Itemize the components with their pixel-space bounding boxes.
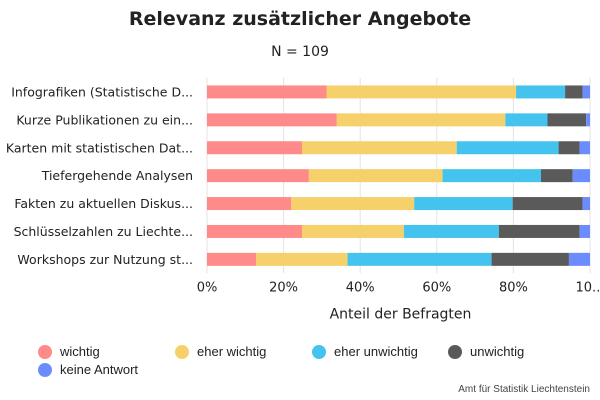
legend-label: eher unwichtig xyxy=(334,344,418,359)
category-label: Schlüsselzahlen zu Liechte... xyxy=(14,224,193,239)
x-tick-label: 0% xyxy=(197,280,218,295)
x-tick-label: 60% xyxy=(422,280,451,295)
legend-label: wichtig xyxy=(60,344,100,359)
bar-segment xyxy=(579,141,590,155)
bar-segment xyxy=(301,141,457,155)
category-label: Fakten zu aktuellen Diskus... xyxy=(14,196,193,211)
legend-dot-icon xyxy=(38,344,52,359)
bar-segment xyxy=(207,113,337,127)
bar-segment xyxy=(512,197,583,211)
bar-segment xyxy=(301,224,404,238)
bar-segment xyxy=(579,224,590,238)
bar-segment xyxy=(491,252,569,266)
legend-dot-icon xyxy=(448,344,462,359)
bar-segment xyxy=(516,85,566,99)
bar-segment xyxy=(291,197,415,211)
bar-segment xyxy=(565,85,583,99)
bar-segment xyxy=(568,252,590,266)
source-note: Amt für Statistik Liechtenstein xyxy=(458,384,590,395)
legend-label: unwichtig xyxy=(470,344,525,359)
bar-segment xyxy=(207,252,257,266)
bar-segment xyxy=(572,169,590,183)
bar-segment xyxy=(207,224,302,238)
bar-segment xyxy=(207,169,309,183)
legend-item: eher unwichtig xyxy=(312,344,418,359)
bar-segment xyxy=(547,113,587,127)
bar-segment xyxy=(414,197,513,211)
x-tick-label: 80% xyxy=(499,280,528,295)
legend-item: eher wichtig xyxy=(175,344,266,359)
bar-segment xyxy=(256,252,348,266)
legend-item: keine Antwort xyxy=(38,362,138,377)
bar-segment xyxy=(326,85,517,99)
legend-dot-icon xyxy=(312,344,326,359)
bar-segment xyxy=(498,224,580,238)
category-label: Karten mit statistischen Dat... xyxy=(6,140,193,155)
bar-segment xyxy=(582,197,590,211)
bar-segment xyxy=(207,85,327,99)
bar-segment xyxy=(403,224,499,238)
chart-subtitle: N = 109 xyxy=(271,44,329,60)
bar-segment xyxy=(347,252,492,266)
legend-label: keine Antwort xyxy=(60,362,139,377)
legend-dot-icon xyxy=(38,362,52,377)
bar-segment xyxy=(558,141,580,155)
chart-title: Relevanz zusätzlicher Angebote xyxy=(128,8,472,30)
x-axis-title: Anteil der Befragten xyxy=(330,306,472,322)
bar-segment xyxy=(540,169,573,183)
legend-dot-icon xyxy=(175,344,189,359)
legend-item: unwichtig xyxy=(448,344,524,359)
bar-segment xyxy=(505,113,548,127)
bar-segment xyxy=(207,141,302,155)
x-tick-label: 10... xyxy=(576,280,600,295)
category-label: Tiefergehende Analysen xyxy=(41,168,193,183)
bar-segment xyxy=(456,141,559,155)
category-label: Infografiken (Statistische D... xyxy=(11,84,193,99)
bar-segment xyxy=(586,113,590,127)
stacked-bar-chart: 0% 20% 40% 60% 80% 10... Anteil der Befragten I… xyxy=(6,78,600,322)
bar-segment xyxy=(336,113,506,127)
bar-segment xyxy=(582,85,590,99)
x-tick-label: 20% xyxy=(269,280,298,295)
bar-segment xyxy=(207,197,292,211)
legend-item: wichtig xyxy=(38,344,100,359)
category-label: Kurze Publikationen zu ein... xyxy=(16,112,193,127)
bar-segment xyxy=(442,169,541,183)
category-label: Workshops zur Nutzung st... xyxy=(17,252,193,267)
bar-segment xyxy=(308,169,443,183)
legend-label: eher wichtig xyxy=(197,344,267,359)
x-tick-label: 40% xyxy=(346,280,375,295)
